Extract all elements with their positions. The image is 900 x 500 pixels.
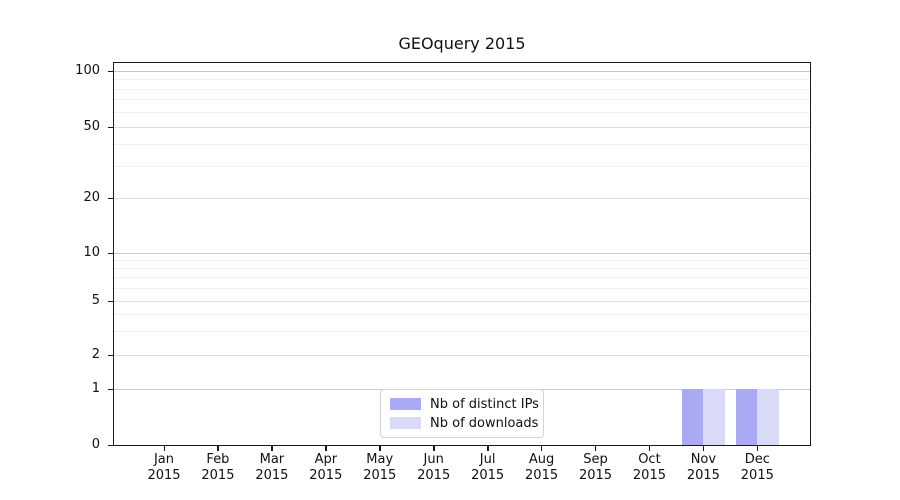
x-tick-label: Dec 2015 — [740, 452, 774, 483]
x-tick-label: May 2015 — [363, 452, 397, 483]
legend-swatch — [390, 417, 421, 429]
x-tick — [433, 446, 435, 451]
grid-line-minor — [114, 287, 810, 289]
y-tick — [108, 388, 113, 390]
grid-line-minor — [114, 143, 810, 145]
x-tick-label: Sep 2015 — [578, 452, 613, 483]
y-tick-label: 100 — [75, 63, 100, 78]
x-tick-label: Jun 2015 — [417, 452, 451, 483]
x-tick-label: Nov 2015 — [686, 452, 720, 483]
x-tick-label: Mar 2015 — [255, 452, 289, 483]
x-tick-label: Apr 2015 — [309, 452, 343, 483]
x-tick-label: Oct 2015 — [632, 452, 666, 483]
x-tick — [163, 446, 165, 451]
legend-item: Nb of downloads — [390, 416, 543, 431]
bar — [682, 389, 704, 445]
y-tick — [108, 252, 113, 254]
y-tick-label: 0 — [91, 437, 100, 452]
x-tick — [271, 446, 273, 451]
legend-item: Nb of distinct IPs — [390, 397, 543, 412]
grid-line-minor — [114, 330, 810, 332]
grid-line-minor — [114, 79, 810, 80]
legend-label: Nb of downloads — [430, 415, 539, 431]
y-tick-label: 10 — [83, 245, 100, 260]
y-tick — [108, 300, 113, 302]
x-tick-label: Jan 2015 — [147, 452, 181, 483]
x-tick-label: Jul 2015 — [471, 452, 505, 483]
x-tick — [756, 446, 759, 451]
grid-line-major — [114, 252, 810, 254]
grid-line-minor — [114, 277, 810, 279]
x-tick — [595, 446, 597, 451]
grid-line-major — [114, 70, 810, 72]
grid-line-minor — [114, 99, 810, 101]
y-tick — [108, 70, 113, 72]
grid-line-major — [114, 300, 810, 302]
grid-line-minor — [114, 267, 810, 269]
x-tick — [487, 446, 489, 451]
legend-label: Nb of distinct IPs — [430, 396, 539, 412]
x-tick-label: Feb 2015 — [201, 452, 235, 483]
x-tick — [541, 446, 543, 451]
chart-title: GEOquery 2015 — [398, 34, 526, 53]
x-tick — [648, 446, 651, 451]
grid-line-minor — [114, 166, 810, 168]
y-tick-label: 5 — [91, 293, 100, 308]
bar — [736, 389, 758, 445]
grid-line-minor — [114, 88, 810, 90]
y-tick-label: 2 — [91, 347, 100, 362]
x-tick — [702, 446, 705, 451]
bar — [757, 389, 779, 445]
x-tick-label: Aug 2015 — [525, 452, 559, 483]
x-tick — [217, 446, 219, 451]
grid-line-minor — [114, 313, 810, 315]
plot-area — [113, 62, 811, 446]
x-tick — [325, 446, 327, 451]
y-tick — [108, 354, 113, 356]
y-tick-label: 1 — [91, 381, 100, 396]
y-tick-label: 20 — [83, 190, 100, 205]
grid-line-minor — [114, 111, 810, 113]
y-tick — [108, 197, 113, 199]
legend: Nb of distinct IPs Nb of downloads — [380, 389, 544, 438]
grid-line-major — [114, 126, 810, 128]
legend-swatch — [390, 398, 421, 410]
y-tick-label: 50 — [83, 119, 100, 134]
grid-line-minor — [114, 259, 810, 261]
grid-line-major — [114, 354, 810, 356]
y-tick — [108, 126, 113, 128]
bar — [703, 389, 725, 445]
x-tick — [379, 446, 381, 451]
grid-line-major — [114, 197, 810, 199]
y-tick — [108, 444, 113, 446]
